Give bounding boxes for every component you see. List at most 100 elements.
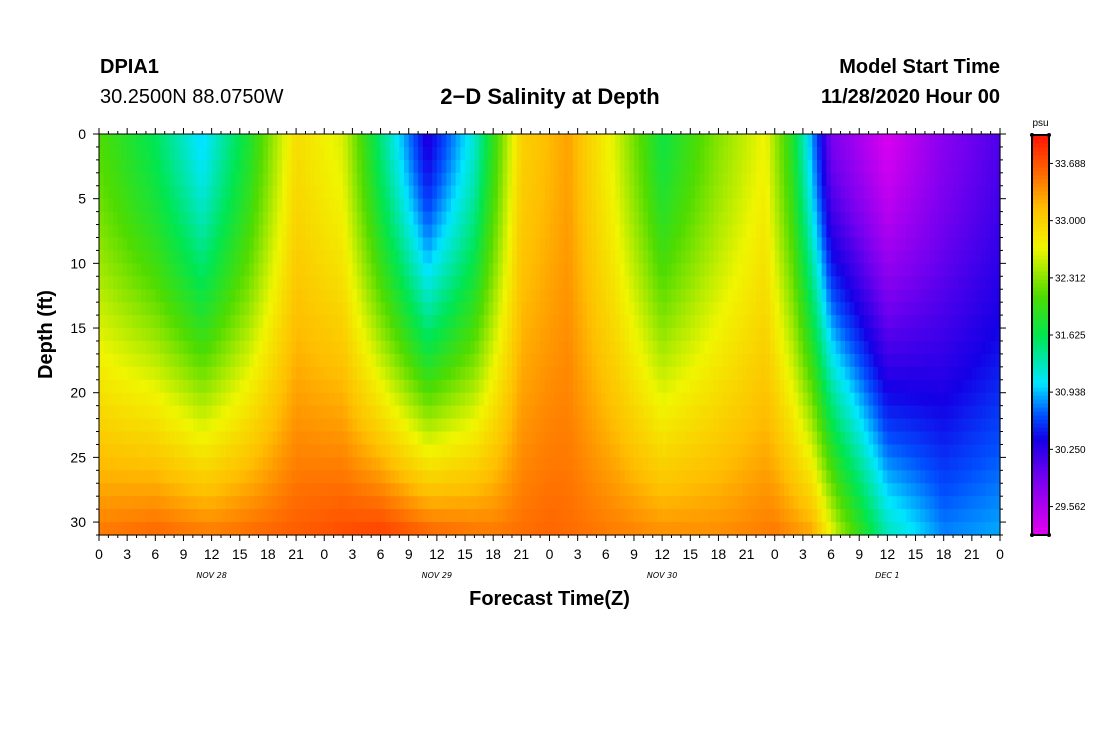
heatmap-cell — [680, 211, 687, 226]
heatmap-cell — [910, 366, 917, 381]
heatmap-cell — [441, 340, 447, 355]
heatmap-cell — [957, 134, 964, 148]
heatmap-cell — [530, 289, 537, 303]
heatmap-cell — [816, 159, 823, 174]
heatmap-cell — [465, 172, 471, 187]
heatmap-cell — [211, 224, 217, 239]
heatmap-cell — [563, 379, 569, 394]
heatmap-cell — [249, 276, 255, 290]
heatmap-cell — [305, 444, 311, 458]
heatmap-cell — [713, 444, 720, 458]
heatmap-cell — [160, 457, 166, 471]
heatmap-cell — [338, 237, 344, 252]
heatmap-cell — [967, 185, 973, 200]
heatmap-cell — [920, 211, 926, 226]
heatmap-cell — [755, 379, 762, 394]
heatmap-cell — [713, 172, 720, 187]
heatmap-cell — [751, 353, 757, 368]
heatmap-cell — [605, 276, 612, 290]
heatmap-cell — [418, 159, 424, 174]
heatmap-cell — [328, 405, 335, 420]
heatmap-cell — [558, 405, 565, 420]
heatmap-cell — [601, 418, 607, 433]
heatmap-cell — [497, 289, 504, 303]
heatmap-cell — [357, 431, 363, 446]
heatmap-cell — [244, 340, 250, 355]
heatmap-cell — [366, 366, 372, 381]
heatmap-cell — [976, 444, 982, 458]
heatmap-cell — [455, 250, 461, 264]
heatmap-cell — [713, 146, 720, 161]
heatmap-cell — [591, 146, 598, 161]
heatmap-cell — [915, 392, 921, 407]
heatmap-cell — [122, 405, 128, 420]
heatmap-cell — [648, 302, 654, 316]
heatmap-cell — [249, 159, 255, 174]
heatmap-cell — [887, 379, 893, 394]
heatmap-cell — [859, 431, 865, 446]
heatmap-cell — [957, 185, 964, 200]
heatmap-cell — [587, 146, 593, 161]
heatmap-cell — [272, 431, 278, 446]
heatmap-cell — [131, 418, 138, 433]
heatmap-cell — [723, 379, 729, 394]
heatmap-cell — [737, 353, 743, 368]
heatmap-cell — [704, 250, 710, 264]
heatmap-cell — [324, 172, 330, 187]
heatmap-cell — [615, 211, 621, 226]
heatmap-cell — [483, 418, 490, 433]
heatmap-cell — [127, 353, 133, 368]
heatmap-cell — [948, 185, 954, 200]
heatmap-cell — [770, 185, 776, 200]
heatmap-cell — [357, 340, 363, 355]
heatmap-cell — [521, 263, 527, 277]
heatmap-cell — [103, 263, 109, 277]
heatmap-cell — [938, 457, 945, 471]
heatmap-cell — [713, 340, 720, 355]
heatmap-cell — [352, 224, 358, 239]
heatmap-cell — [577, 418, 583, 433]
heatmap-cell — [535, 379, 541, 394]
heatmap-cell — [300, 185, 307, 200]
heatmap-cell — [976, 211, 982, 226]
heatmap-cell — [516, 328, 522, 342]
heatmap-cell — [385, 340, 391, 355]
heatmap-cell — [648, 315, 654, 329]
heatmap-cell — [404, 134, 410, 148]
heatmap-cell — [347, 418, 353, 433]
heatmap-cell — [821, 134, 827, 148]
heatmap-cell — [263, 366, 269, 381]
heatmap-cell — [690, 353, 696, 368]
heatmap-cell — [328, 237, 335, 252]
heatmap-cell — [863, 418, 870, 433]
heatmap-cell — [103, 134, 109, 148]
heatmap-cell — [812, 250, 818, 264]
heatmap-cell — [948, 211, 954, 226]
heatmap-cell — [802, 172, 809, 187]
heatmap-cell — [155, 340, 161, 355]
heatmap-cell — [985, 146, 992, 161]
heatmap-cell — [347, 185, 353, 200]
heatmap-cell — [779, 328, 785, 342]
heatmap-cell — [582, 457, 588, 471]
heatmap-cell — [197, 198, 203, 213]
heatmap-cell — [920, 172, 926, 187]
heatmap-cell — [821, 366, 827, 381]
heatmap-cell — [296, 224, 302, 239]
heatmap-cell — [732, 263, 738, 277]
heatmap-cell — [357, 444, 363, 458]
heatmap-cell — [413, 237, 419, 252]
heatmap-cell — [662, 237, 668, 252]
heatmap-cell — [807, 444, 813, 458]
heatmap-cell — [957, 159, 964, 174]
heatmap-cell — [882, 172, 888, 187]
heatmap-cell — [638, 392, 644, 407]
heatmap-cell — [235, 289, 241, 303]
heatmap-cell — [239, 379, 246, 394]
heatmap-cell — [727, 289, 734, 303]
heatmap-cell — [849, 250, 856, 264]
heatmap-cell — [160, 431, 166, 446]
heatmap-cell — [375, 418, 382, 433]
heatmap-cell — [418, 263, 424, 277]
heatmap-cell — [441, 457, 447, 471]
